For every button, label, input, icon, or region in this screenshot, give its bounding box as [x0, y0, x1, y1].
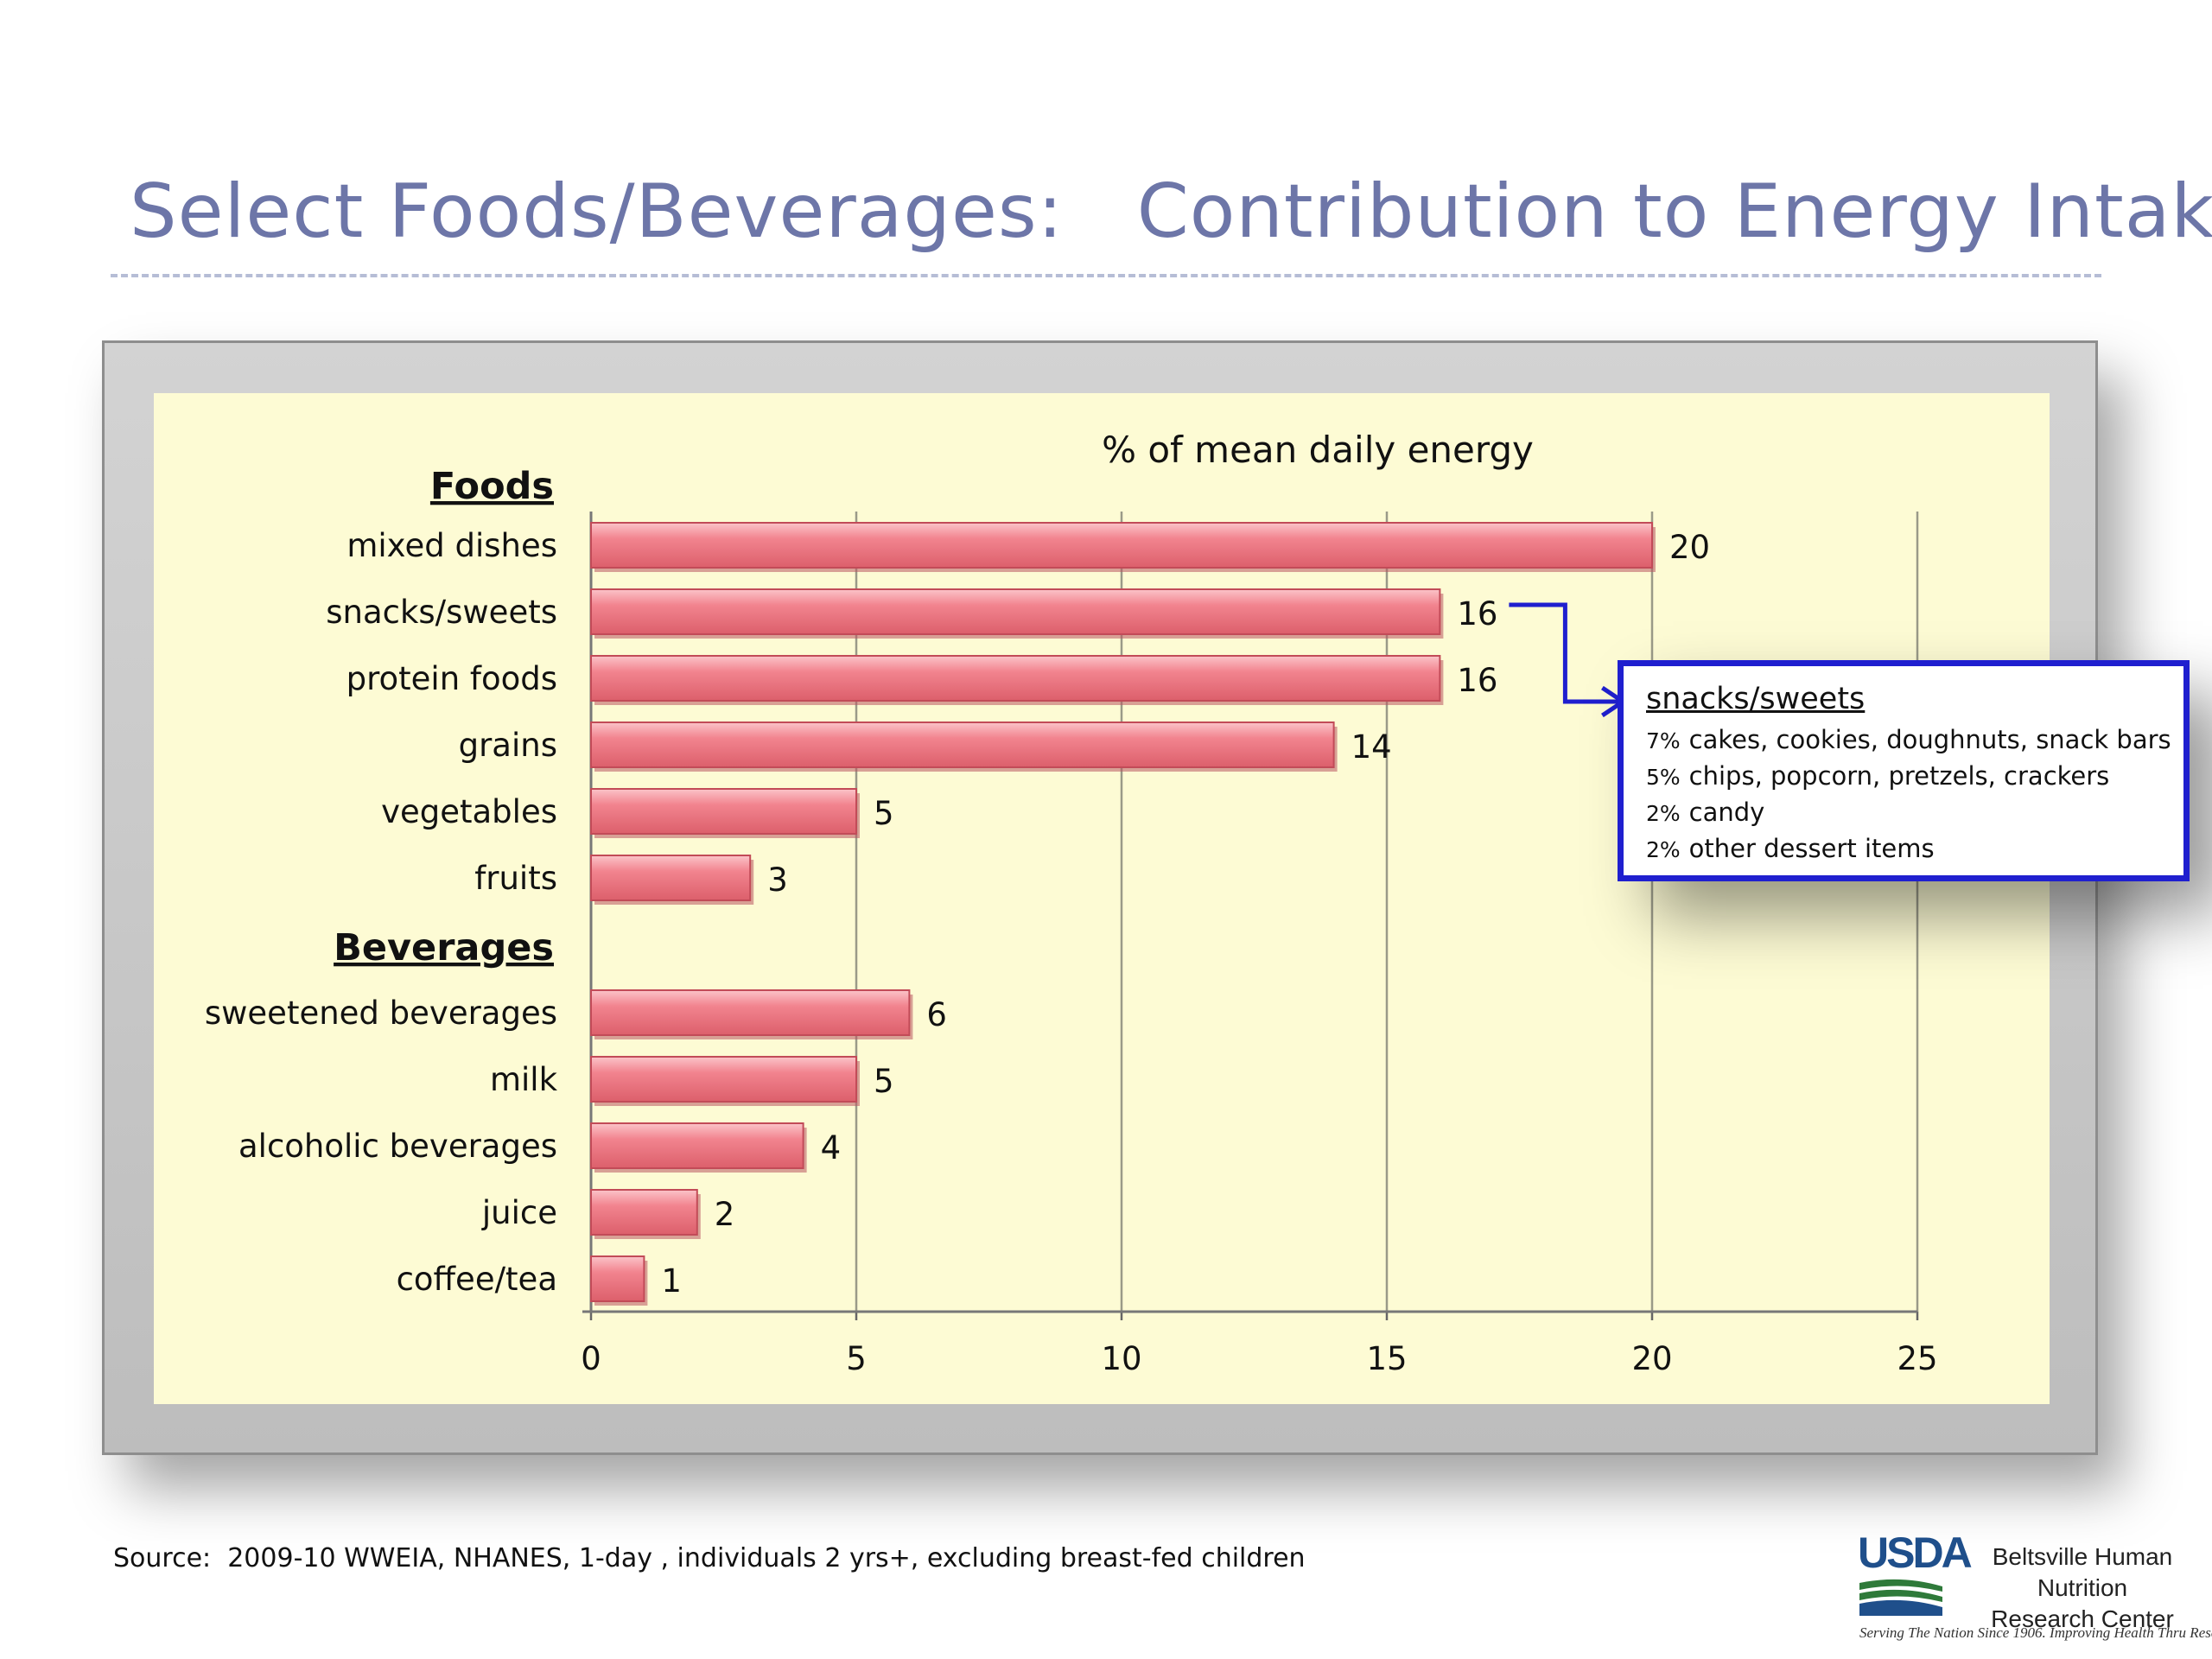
- category-label: milk: [490, 1061, 558, 1098]
- snacks-sweets-callout: snacks/sweets 7% cakes, cookies, doughnut…: [1618, 660, 2190, 881]
- callout-item-text: chips, popcorn, pretzels, crackers: [1688, 761, 2110, 791]
- bar-value-label: 16: [1457, 662, 1497, 699]
- bar: [590, 1189, 698, 1236]
- bar-value-label: 5: [874, 795, 894, 832]
- group-header: Beverages: [334, 926, 554, 969]
- usda-field-icon: [1859, 1579, 1942, 1616]
- x-tick-label: 5: [846, 1340, 867, 1377]
- group-header: Foods: [430, 465, 554, 508]
- callout-item-text: other dessert items: [1688, 834, 1935, 863]
- bar-value-label: 16: [1457, 595, 1497, 632]
- x-tick-label: 0: [581, 1340, 601, 1377]
- category-label: vegetables: [381, 793, 557, 830]
- bhnrc-motto: Serving The Nation Since 1906. Improving…: [1859, 1624, 2212, 1641]
- callout-item-pct: 2%: [1646, 837, 1681, 862]
- chart-title: % of mean daily energy: [1102, 429, 1534, 471]
- bar: [590, 1255, 645, 1302]
- bar: [590, 788, 857, 835]
- callout-item: 5% chips, popcorn, pretzels, crackers: [1646, 758, 2183, 794]
- callout-title: snacks/sweets: [1646, 682, 1866, 716]
- category-label: grains: [459, 727, 557, 764]
- bar-value-label: 2: [715, 1196, 735, 1233]
- bhnrc-line1: Beltsville Human Nutrition: [1992, 1543, 2173, 1601]
- bar: [590, 721, 1335, 768]
- bhnrc-name: Beltsville Human Nutrition Research Cent…: [1961, 1541, 2203, 1635]
- bar: [590, 588, 1441, 635]
- category-label: protein foods: [346, 660, 557, 697]
- bar-value-label: 20: [1669, 529, 1710, 566]
- bar-value-label: 14: [1351, 728, 1392, 766]
- x-tick-label: 10: [1101, 1340, 1141, 1377]
- callout-item-text: cakes, cookies, doughnuts, snack bars: [1688, 725, 2171, 754]
- category-label: fruits: [474, 860, 557, 897]
- callout-item: 2% other dessert items: [1646, 830, 2183, 867]
- category-label: coffee/tea: [397, 1261, 557, 1298]
- bar: [590, 522, 1653, 569]
- title-divider: [111, 274, 2101, 277]
- callout-connector: [1509, 602, 1620, 704]
- callout-item: 7% cakes, cookies, doughnuts, snack bars: [1646, 721, 2183, 758]
- source-note: Source: 2009-10 WWEIA, NHANES, 1-day , i…: [113, 1543, 1306, 1573]
- bar-value-label: 1: [661, 1262, 682, 1300]
- category-label: mixed dishes: [346, 527, 557, 564]
- bar: [590, 989, 911, 1036]
- category-label: sweetened beverages: [205, 995, 557, 1032]
- bar-value-label: 4: [821, 1129, 842, 1166]
- bar-value-label: 3: [767, 861, 788, 899]
- callout-item-pct: 2%: [1646, 801, 1681, 826]
- callout-item-pct: 7%: [1646, 728, 1681, 753]
- bar: [590, 655, 1441, 702]
- bhnrc-line2: Research Center: [1991, 1605, 2174, 1632]
- usda-wordmark: USDA: [1858, 1529, 1973, 1577]
- category-label: alcoholic beverages: [238, 1128, 557, 1165]
- usda-bhnrc-logo: USDA Beltsville Human Nutrition Research…: [1858, 1528, 2212, 1649]
- x-tick-label: 20: [1631, 1340, 1672, 1377]
- callout-item-text: candy: [1688, 798, 1765, 827]
- bar-value-label: 6: [926, 996, 947, 1033]
- category-label: snacks/sweets: [326, 594, 557, 631]
- bar-value-label: 5: [874, 1063, 894, 1100]
- bar: [590, 855, 752, 901]
- category-label: juice: [481, 1194, 557, 1231]
- x-tick-label: 15: [1366, 1340, 1407, 1377]
- callout-item: 2% candy: [1646, 794, 2183, 830]
- bar: [590, 1056, 857, 1103]
- bar: [590, 1122, 804, 1169]
- x-tick-label: 25: [1897, 1340, 1937, 1377]
- callout-item-pct: 5%: [1646, 765, 1681, 790]
